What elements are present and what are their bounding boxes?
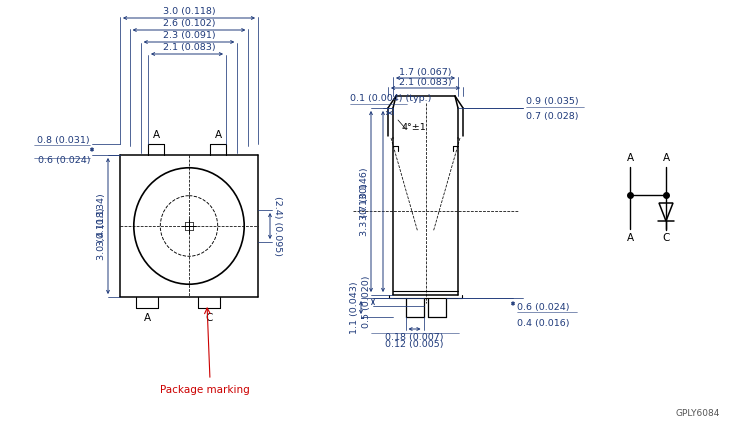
Text: C: C bbox=[205, 313, 213, 323]
Text: 0.7 (0.028): 0.7 (0.028) bbox=[526, 112, 578, 121]
Text: 3.0 (0.118): 3.0 (0.118) bbox=[97, 208, 106, 260]
Text: 1.1 (0.043): 1.1 (0.043) bbox=[350, 281, 359, 334]
Text: 0.12 (0.005): 0.12 (0.005) bbox=[385, 340, 444, 349]
Text: Package marking: Package marking bbox=[160, 385, 250, 395]
Text: (2.4) (0.095): (2.4) (0.095) bbox=[273, 196, 282, 256]
Text: A: A bbox=[152, 130, 160, 140]
Text: 2.6 (0.102): 2.6 (0.102) bbox=[163, 19, 215, 28]
Text: 3.7 (0.146): 3.7 (0.146) bbox=[360, 167, 369, 220]
Text: 3.4 (0.134): 3.4 (0.134) bbox=[97, 194, 106, 246]
Text: A: A bbox=[626, 233, 634, 243]
Text: A: A bbox=[144, 313, 151, 323]
Text: 0.9 (0.035): 0.9 (0.035) bbox=[526, 97, 578, 106]
Text: A: A bbox=[214, 130, 222, 140]
Text: C: C bbox=[662, 233, 670, 243]
Text: 0.18 (0.007): 0.18 (0.007) bbox=[385, 333, 444, 342]
Text: 1.7 (0.067): 1.7 (0.067) bbox=[399, 68, 452, 77]
Text: A: A bbox=[662, 153, 670, 163]
Text: 2.1 (0.083): 2.1 (0.083) bbox=[399, 78, 452, 87]
Text: 4°±1: 4°±1 bbox=[401, 123, 425, 132]
Text: GPLY6084: GPLY6084 bbox=[676, 409, 720, 418]
Text: 0.8 (0.031): 0.8 (0.031) bbox=[38, 136, 90, 145]
Text: 2.1 (0.083): 2.1 (0.083) bbox=[163, 43, 216, 52]
Text: 0.6 (0.024): 0.6 (0.024) bbox=[517, 303, 570, 312]
Text: 0.5 (0.020): 0.5 (0.020) bbox=[362, 276, 371, 328]
Text: 0.4 (0.016): 0.4 (0.016) bbox=[517, 319, 570, 328]
Text: 3.3 (0.130): 3.3 (0.130) bbox=[360, 183, 369, 236]
Text: A: A bbox=[626, 153, 634, 163]
Text: 0.6 (0.024): 0.6 (0.024) bbox=[38, 156, 90, 165]
Text: 3.0 (0.118): 3.0 (0.118) bbox=[163, 7, 216, 16]
Text: 2.3 (0.091): 2.3 (0.091) bbox=[163, 31, 216, 40]
Text: 0.1 (0.004) (typ.): 0.1 (0.004) (typ.) bbox=[350, 94, 431, 103]
